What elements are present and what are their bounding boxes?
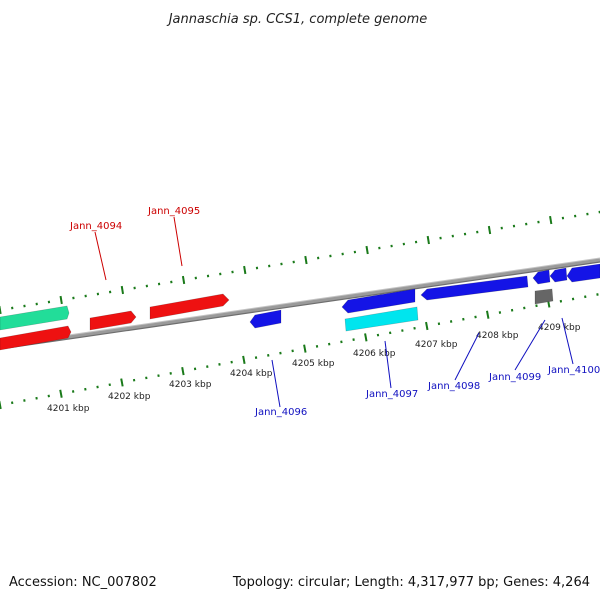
- major-tick: [120, 378, 124, 387]
- gene-label-jann4095[interactable]: Jann_4095: [147, 206, 200, 217]
- major-tick: [549, 215, 553, 225]
- genome-summary-text: Topology: circular; Length: 4,317,977 bp…: [232, 575, 590, 590]
- gene-label-jann4100[interactable]: Jann_4100: [547, 365, 600, 376]
- major-tick: [303, 344, 307, 353]
- inner-tick-ruler: [0, 293, 599, 410]
- major-tick: [59, 389, 63, 398]
- feature-blue-right[interactable]: [566, 263, 600, 283]
- kbp-label-4201: 4201 kbp: [47, 404, 90, 414]
- major-tick: [487, 225, 492, 235]
- major-tick: [0, 400, 2, 410]
- major-tick: [181, 367, 185, 376]
- leader-jann4096: [271, 359, 281, 408]
- feature-blue-jann4098[interactable]: [420, 275, 529, 301]
- major-tick: [365, 245, 369, 255]
- outer-tick-ruler: [0, 210, 600, 315]
- gene-label-jann4099[interactable]: Jann_4099: [488, 372, 541, 383]
- leader-jann4098: [454, 332, 480, 381]
- leader-jann4097: [384, 340, 392, 389]
- genome-backbone: [0, 257, 600, 350]
- leader-jann4100: [561, 317, 574, 365]
- leader-jann4095: [173, 216, 183, 267]
- feature-blue-small-1[interactable]: [532, 269, 551, 285]
- kbp-label-4206: 4206 kbp: [353, 349, 396, 359]
- feature-red-jann4095[interactable]: [149, 293, 230, 320]
- major-tick: [486, 310, 490, 319]
- gene-label-jann4096[interactable]: Jann_4096: [254, 407, 307, 418]
- gene-label-jann4097[interactable]: Jann_4097: [365, 389, 418, 400]
- kbp-label-4207: 4207 kbp: [415, 340, 458, 350]
- gene-label-jann4094[interactable]: Jann_4094: [69, 221, 122, 232]
- kbp-label-4205: 4205 kbp: [292, 359, 335, 369]
- kbp-label-4204: 4204 kbp: [230, 369, 273, 379]
- major-tick: [243, 265, 247, 275]
- major-tick: [181, 275, 186, 285]
- major-tick: [59, 295, 63, 305]
- major-tick: [425, 321, 429, 331]
- major-tick: [120, 285, 125, 295]
- kbp-label-4209: 4209 kbp: [538, 323, 581, 333]
- kbp-label-4202: 4202 kbp: [108, 392, 151, 402]
- major-tick: [0, 305, 2, 315]
- leader-jann4094: [94, 231, 107, 281]
- feature-red-mid[interactable]: [89, 310, 137, 331]
- feature-teal-left[interactable]: [0, 305, 70, 331]
- feature-red-left[interactable]: [0, 325, 72, 351]
- feature-blue-small-2[interactable]: [549, 267, 568, 283]
- map-title: Jannaschia sp. CCS1, complete genome: [166, 12, 428, 27]
- feature-blue-jann4096[interactable]: [249, 309, 282, 329]
- feature-track: [0, 263, 600, 351]
- kbp-label-4203: 4203 kbp: [169, 380, 212, 390]
- major-tick: [304, 255, 308, 265]
- feature-cyan-jann4097[interactable]: [344, 306, 419, 332]
- kbp-labels: 4201 kbp 4202 kbp 4203 kbp 4204 kbp 4205…: [47, 323, 581, 414]
- leader-jann4099: [514, 319, 546, 371]
- gene-labels: Jann_4094 Jann_4095 Jann_4096 Jann_4097 …: [69, 206, 600, 418]
- gene-label-jann4098[interactable]: Jann_4098: [427, 381, 480, 392]
- accession-text: Accession: NC_007802: [9, 575, 157, 590]
- kbp-label-4208: 4208 kbp: [476, 331, 519, 341]
- major-tick: [364, 333, 368, 342]
- feature-gray-jann4099[interactable]: [534, 288, 554, 305]
- major-tick: [426, 235, 430, 245]
- feature-blue-large[interactable]: [341, 288, 416, 314]
- label-leaders: [94, 216, 574, 408]
- major-tick: [242, 355, 246, 365]
